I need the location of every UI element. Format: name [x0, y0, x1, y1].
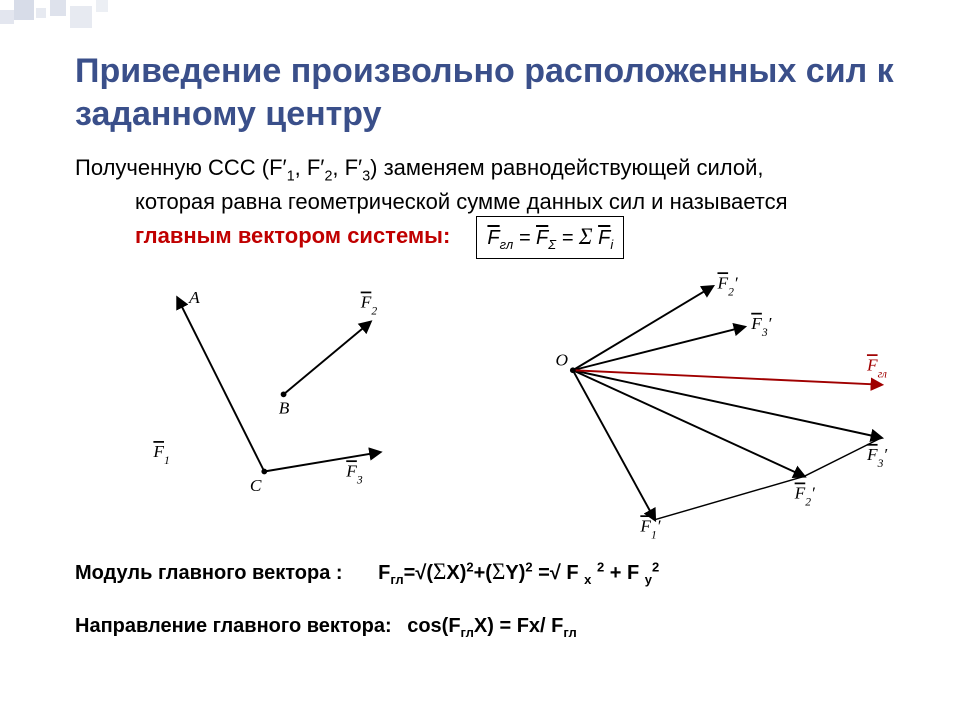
- formula-box: Fгл = FΣ = Σ Fi: [476, 216, 624, 259]
- sup2b: 2: [525, 559, 532, 574]
- direction-label: Направление главного вектора:: [75, 615, 392, 637]
- plus-fy: + F: [604, 562, 645, 584]
- svg-text:F3′: F3′: [750, 314, 771, 339]
- svg-text:F3: F3: [345, 461, 363, 486]
- direction-line: Направление главного вектора: cos(FглX) …: [75, 615, 905, 640]
- modulus-equation: Fгл=√(ΣX)2+(ΣY)2 =√ F x 2 + F y2: [378, 562, 659, 584]
- sub1: 1: [287, 168, 295, 184]
- sub-gl: гл: [390, 572, 403, 587]
- sub-gl3: гл: [563, 625, 576, 640]
- sup2a: 2: [466, 559, 473, 574]
- svg-text:Fгл: Fгл: [866, 355, 887, 380]
- slide-content: Приведение произвольно расположенных сил…: [0, 0, 960, 640]
- corner-decoration: [0, 0, 180, 30]
- vector-diagram: A B C F1 F2 F3 O F2′ F3′: [105, 269, 925, 539]
- svg-text:F2: F2: [360, 292, 378, 317]
- intro-paragraph: Полученную ССС (F′1, F′2, F′3) заменяем …: [75, 153, 905, 259]
- slide-title: Приведение произвольно расположенных сил…: [75, 50, 905, 135]
- sub-x: x: [584, 572, 591, 587]
- sub3: 3: [362, 168, 370, 184]
- svg-text:C: C: [250, 476, 262, 495]
- svg-text:F1′: F1′: [639, 516, 660, 539]
- sub-y: y: [645, 572, 652, 587]
- main-vector-term: главным вектором системы:: [135, 223, 450, 248]
- para-text-1: Полученную ССС (F′: [75, 155, 287, 180]
- modulus-line: Модуль главного вектора : Fгл=√(ΣX)2+(ΣY…: [75, 559, 905, 587]
- svg-text:O: O: [556, 350, 569, 369]
- para-text-2: , F′: [295, 155, 325, 180]
- svg-text:F1: F1: [152, 442, 169, 467]
- svg-text:B: B: [279, 399, 290, 418]
- svg-text:F3′: F3′: [866, 445, 887, 469]
- sup2d: 2: [652, 559, 659, 574]
- para-text-4: ) заменяем равнодействующей силой,: [370, 155, 763, 180]
- sub-gl2: гл: [461, 625, 474, 640]
- para-text-3: , F′: [332, 155, 362, 180]
- svg-text:F2′: F2′: [794, 483, 815, 508]
- modulus-label: Модуль главного вектора :: [75, 562, 343, 584]
- para-line2: которая равна геометрической сумме данны…: [135, 189, 788, 214]
- svg-text:A: A: [188, 288, 200, 307]
- direction-equation: cos(FглX) = Fx/ Fгл: [407, 615, 577, 637]
- svg-text:F2′: F2′: [717, 273, 738, 298]
